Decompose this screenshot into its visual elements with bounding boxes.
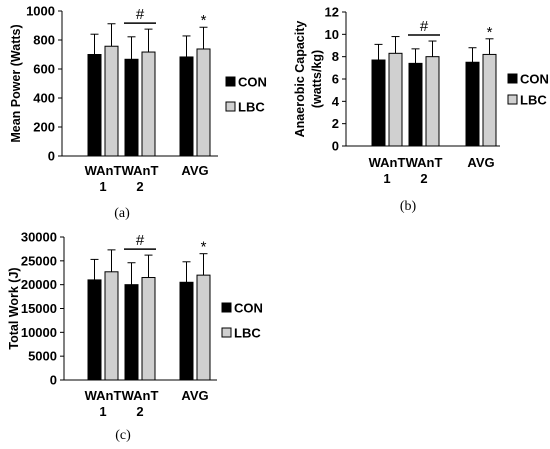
category-label: WAnT <box>85 388 122 403</box>
y-tick-label: 5000 <box>28 349 57 364</box>
bar-lbc-1 <box>141 277 156 381</box>
significance-marker: # <box>420 18 429 35</box>
y-tick-label: 15000 <box>21 301 57 316</box>
bar-lbc-2 <box>196 274 211 381</box>
bar-con-1 <box>124 58 139 157</box>
legend-label-lbc: LBC <box>238 100 265 115</box>
y-tick-label: 0 <box>50 373 57 388</box>
category-label: WAnT <box>122 163 159 178</box>
bar-lbc-2 <box>482 53 497 147</box>
y-axis-label: Mean Power (Watts) <box>9 24 23 142</box>
bar-con-1 <box>124 284 139 381</box>
y-tick-label: 25000 <box>21 253 57 268</box>
y-tick-label: 600 <box>33 62 55 77</box>
category-label: AVG <box>181 163 208 178</box>
y-axis-label: Anaerobic Capacity <box>293 21 307 138</box>
significance-marker: * <box>201 239 207 256</box>
y-tick-label: 4 <box>332 94 340 109</box>
category-label: WAnT <box>85 163 122 178</box>
y-tick-label: 6 <box>332 72 339 87</box>
y-tick-label: 2 <box>332 116 339 131</box>
panel-caption: (c) <box>115 428 131 443</box>
legend-swatch-lbc <box>507 94 518 105</box>
bar-con-2 <box>179 56 194 157</box>
category-label: 1 <box>99 404 106 419</box>
y-tick-label: 10000 <box>21 325 57 340</box>
legend-label-con: CON <box>520 72 549 87</box>
bar-lbc-2 <box>196 48 211 157</box>
y-tick-label: 1000 <box>26 4 55 19</box>
y-tick-label: 10 <box>325 27 339 42</box>
legend-swatch-con <box>507 73 518 84</box>
y-axis-label: Total Work (J) <box>7 267 21 349</box>
significance-marker: * <box>201 12 207 29</box>
category-label: WAnT <box>122 388 159 403</box>
category-label: WAnT <box>406 155 443 170</box>
y-tick-label: 400 <box>33 91 55 106</box>
legend-swatch-lbc <box>225 101 236 112</box>
bar-con-0 <box>371 59 386 147</box>
y-tick-label: 30000 <box>21 230 57 245</box>
category-label: 1 <box>99 179 106 194</box>
y-tick-label: 12 <box>325 5 339 20</box>
legend-label-con: CON <box>238 75 267 90</box>
legend-label-lbc: LBC <box>234 326 261 341</box>
category-label: 2 <box>136 179 143 194</box>
category-label: 2 <box>136 404 143 419</box>
y-tick-label: 20000 <box>21 277 57 292</box>
y-tick-label: 0 <box>332 139 339 154</box>
legend-swatch-con <box>221 302 232 313</box>
y-tick-label: 0 <box>48 149 55 164</box>
significance-marker: # <box>136 6 145 23</box>
bar-con-0 <box>87 54 102 157</box>
legend-label-lbc: LBC <box>520 93 547 108</box>
category-label: 2 <box>420 171 427 186</box>
legend-swatch-con <box>225 76 236 87</box>
bar-con-2 <box>179 281 194 381</box>
bar-con-1 <box>408 62 423 147</box>
bar-con-0 <box>87 279 102 381</box>
y-tick-label: 200 <box>33 120 55 135</box>
bar-lbc-1 <box>141 51 156 157</box>
y-tick-label: 800 <box>33 33 55 48</box>
bar-lbc-0 <box>388 52 403 147</box>
legend-swatch-lbc <box>221 327 232 338</box>
category-label: 1 <box>383 171 390 186</box>
category-label: AVG <box>467 155 494 170</box>
significance-marker: * <box>487 24 493 41</box>
bar-con-2 <box>465 61 480 147</box>
legend-label-con: CON <box>234 301 263 316</box>
bar-lbc-0 <box>104 45 119 157</box>
significance-marker: # <box>136 232 145 249</box>
bar-lbc-1 <box>425 56 440 147</box>
y-tick-label: 8 <box>332 49 339 64</box>
panel-caption: (a) <box>114 206 130 221</box>
chart-panel-c: 0 5000 10000 15000 20000 25000 30000 Total Work… <box>7 230 263 444</box>
category-label: WAnT <box>369 155 406 170</box>
y-axis-label: (watts/kg) <box>310 50 324 108</box>
panel-caption: (b) <box>400 199 417 214</box>
category-label: AVG <box>181 388 208 403</box>
bar-lbc-0 <box>104 271 119 381</box>
